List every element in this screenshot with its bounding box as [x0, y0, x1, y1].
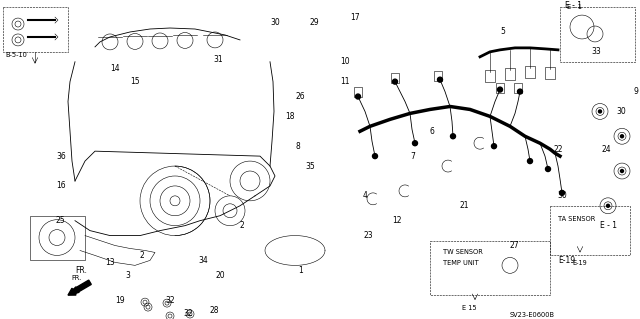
Text: 17: 17	[350, 12, 360, 22]
Bar	[525, 66, 535, 78]
Circle shape	[598, 110, 602, 113]
Text: 12: 12	[392, 216, 401, 225]
Text: TW SENSOR: TW SENSOR	[443, 249, 483, 256]
Text: 20: 20	[215, 271, 225, 280]
Text: 34: 34	[198, 256, 208, 265]
Bar	[505, 68, 515, 80]
Circle shape	[492, 144, 497, 149]
Circle shape	[527, 159, 532, 164]
Text: 25: 25	[56, 216, 66, 225]
Text: 21: 21	[460, 201, 470, 210]
Text: 22: 22	[553, 145, 563, 154]
Bar	[30, 216, 85, 260]
Text: 19: 19	[115, 296, 125, 305]
Circle shape	[372, 154, 378, 159]
Text: 9: 9	[633, 87, 638, 96]
Text: TEMP UNIT: TEMP UNIT	[443, 260, 479, 266]
Text: 30: 30	[616, 107, 626, 116]
Text: 35: 35	[305, 161, 315, 171]
FancyArrow shape	[68, 280, 92, 295]
Circle shape	[355, 94, 360, 99]
Bar	[545, 67, 555, 79]
Text: 36: 36	[56, 152, 66, 161]
Circle shape	[497, 87, 502, 92]
Text: 5: 5	[500, 27, 505, 36]
Text: SV23-E0600B: SV23-E0600B	[510, 312, 555, 318]
Text: 30: 30	[270, 18, 280, 26]
Text: B-5-10: B-5-10	[5, 52, 27, 58]
Text: 26: 26	[296, 92, 306, 101]
Text: E - 1: E - 1	[600, 221, 617, 230]
Circle shape	[545, 167, 550, 172]
Bar	[485, 70, 495, 82]
Text: 1: 1	[298, 266, 303, 275]
Text: 32: 32	[165, 296, 175, 305]
Circle shape	[559, 190, 564, 195]
Text: TA SENSOR: TA SENSOR	[558, 216, 595, 222]
Text: 24: 24	[602, 145, 612, 154]
Text: 18: 18	[285, 112, 294, 121]
Bar	[434, 71, 442, 81]
Text: E-19: E-19	[558, 256, 575, 265]
Text: 2: 2	[140, 251, 145, 260]
Text: 10: 10	[340, 57, 349, 66]
Text: 2: 2	[240, 221, 244, 230]
Bar	[514, 83, 522, 93]
Circle shape	[607, 204, 609, 207]
Circle shape	[413, 141, 417, 146]
Bar	[496, 83, 504, 93]
Circle shape	[438, 77, 442, 82]
Text: 27: 27	[510, 241, 520, 250]
Text: 6: 6	[430, 127, 435, 136]
Text: E-19: E-19	[572, 260, 587, 266]
Bar	[391, 73, 399, 83]
Text: 3: 3	[125, 271, 130, 280]
Text: E 15: E 15	[462, 305, 477, 311]
Bar	[354, 86, 362, 97]
Circle shape	[621, 169, 623, 173]
Text: 23: 23	[363, 231, 372, 240]
Text: 28: 28	[210, 306, 220, 315]
Text: 15: 15	[130, 77, 140, 86]
Text: 14: 14	[110, 64, 120, 73]
Text: 33: 33	[591, 47, 601, 56]
Text: FR.: FR.	[75, 266, 87, 275]
Text: 31: 31	[213, 55, 223, 64]
Text: 11: 11	[340, 77, 349, 86]
Text: 16: 16	[56, 182, 66, 190]
Text: FR.: FR.	[72, 275, 82, 281]
Text: E - 1: E - 1	[567, 4, 582, 10]
Circle shape	[451, 134, 456, 139]
Text: 7: 7	[410, 152, 415, 161]
Text: 8: 8	[295, 142, 300, 151]
Text: 4: 4	[363, 191, 368, 200]
Circle shape	[518, 89, 522, 94]
Text: 29: 29	[310, 18, 319, 26]
Text: 30: 30	[557, 191, 567, 200]
Text: 13: 13	[105, 258, 115, 267]
Text: 32: 32	[183, 308, 193, 317]
Text: E - 1: E - 1	[565, 1, 582, 10]
Circle shape	[392, 79, 397, 84]
Circle shape	[621, 135, 623, 138]
